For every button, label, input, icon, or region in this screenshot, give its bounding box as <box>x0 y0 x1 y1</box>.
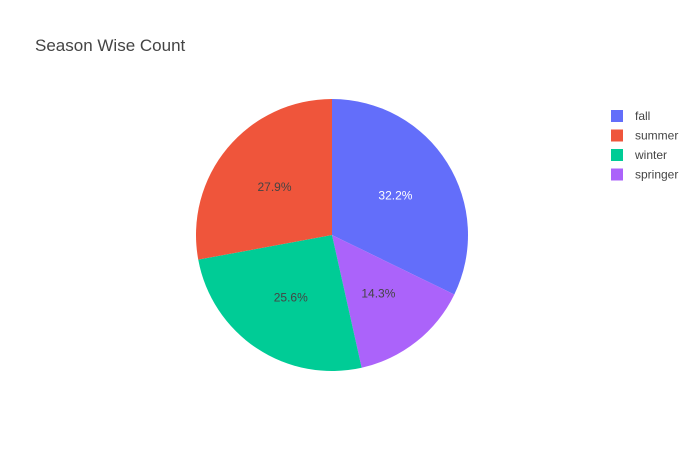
legend: fall summer winter springer <box>611 109 678 182</box>
legend-label-fall: fall <box>635 109 650 123</box>
slice-label-fall: 32.2% <box>378 188 412 202</box>
slice-label-winter: 25.6% <box>274 290 308 304</box>
legend-label-springer: springer <box>635 168 678 182</box>
legend-item-springer[interactable]: springer <box>611 168 678 182</box>
slice-labels: 32.2% 14.3% 25.6% 27.9% <box>258 180 413 304</box>
pie-slice-winter[interactable] <box>198 235 362 371</box>
slice-label-springer: 14.3% <box>361 287 395 301</box>
legend-item-winter[interactable]: winter <box>611 148 667 162</box>
legend-item-fall[interactable]: fall <box>611 109 650 123</box>
pie-slices <box>196 99 469 371</box>
chart-title: Season Wise Count <box>35 36 186 55</box>
pie-slice-springer[interactable] <box>332 235 455 368</box>
legend-label-summer: summer <box>635 129 678 143</box>
legend-label-winter: winter <box>634 148 667 162</box>
legend-swatch-springer <box>611 168 623 181</box>
pie-slice-summer[interactable] <box>196 99 332 260</box>
legend-item-summer[interactable]: summer <box>611 129 678 143</box>
legend-swatch-fall <box>611 110 623 122</box>
legend-swatch-winter <box>611 149 623 161</box>
legend-swatch-summer <box>611 129 623 142</box>
pie-slice-fall[interactable] <box>332 99 469 295</box>
slice-label-summer: 27.9% <box>258 180 292 194</box>
